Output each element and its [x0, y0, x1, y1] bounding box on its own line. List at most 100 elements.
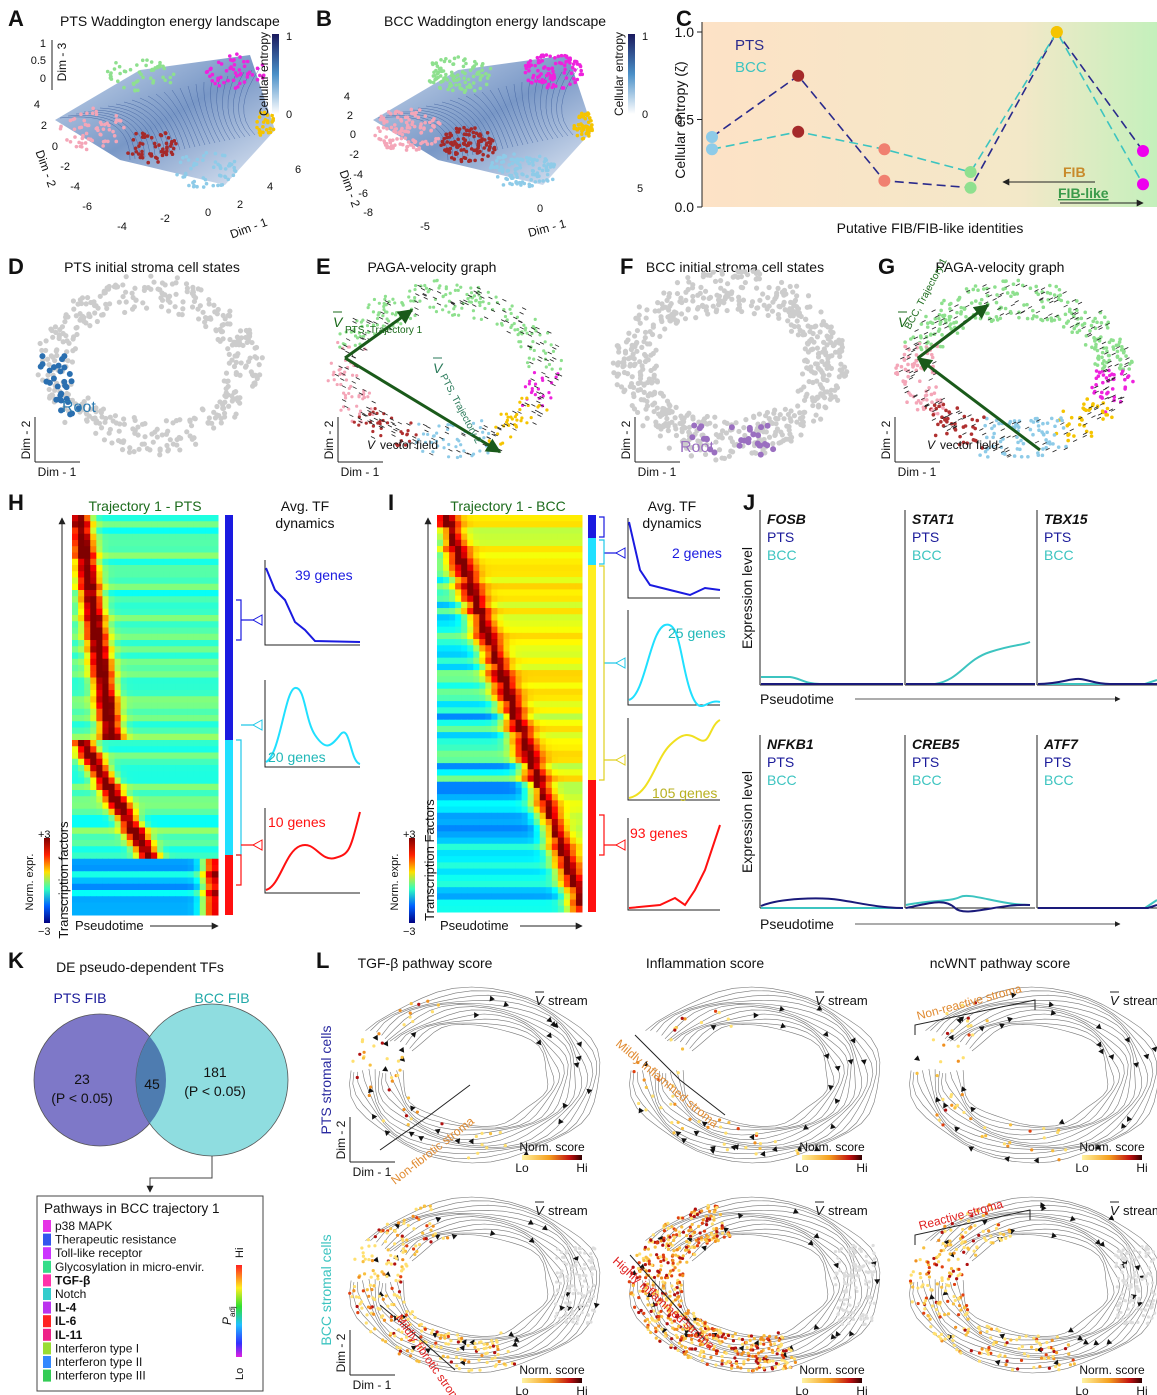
heatmap-cell [102, 533, 109, 541]
cell-dot [474, 298, 478, 302]
cell-dot [444, 292, 448, 297]
heatmap-cell [211, 696, 219, 703]
cell-dot [95, 126, 100, 130]
cell-dot [186, 158, 191, 162]
heatmap-cell [193, 796, 201, 803]
cell-dot [139, 421, 146, 427]
heatmap-cell [114, 771, 122, 778]
velocity-arrow [480, 296, 485, 299]
velocity-arrow [1039, 298, 1044, 301]
cell-dot [551, 165, 556, 169]
heatmap-cell [187, 796, 195, 803]
velocity-arrow [527, 345, 532, 348]
heatmap-cell [96, 596, 103, 603]
heatmap-cell [108, 521, 116, 528]
heatmap-cell [84, 640, 91, 647]
heatmap-cell [96, 633, 103, 641]
heatmap-cell [151, 883, 158, 891]
heatmap-cell [126, 865, 134, 872]
cell-dot [521, 172, 525, 177]
heatmap-cell [181, 565, 189, 572]
heatmap-cell [102, 577, 109, 585]
cell-dot [120, 282, 126, 288]
cell-dot [158, 60, 162, 65]
label: Root [62, 399, 96, 416]
cell-dot [80, 141, 84, 146]
heatmap-cell [205, 752, 213, 760]
heatmap-cell [108, 783, 116, 791]
cell-dot [372, 297, 377, 302]
cell-dot [395, 137, 399, 141]
heatmap-cell [90, 840, 97, 847]
cell-dot [895, 363, 900, 368]
cell-dot [87, 406, 94, 412]
cell-dot [517, 340, 521, 344]
cell-dot [371, 310, 376, 314]
heatmap-cell [102, 621, 109, 628]
cell-dot [730, 274, 736, 280]
cell-dot [548, 76, 553, 81]
heatmap-cell [78, 846, 85, 853]
velocity-arrow [449, 301, 455, 305]
cell-dot [223, 167, 228, 171]
velocity-arrow [373, 321, 378, 325]
cell-dot [255, 77, 260, 82]
cell-dot [69, 359, 76, 365]
heatmap-cell [205, 646, 213, 653]
velocity-arrow [533, 385, 539, 389]
heatmap-cell [84, 615, 91, 622]
cell-dot [509, 175, 513, 179]
cell-dot [937, 316, 941, 321]
cell-dot [1091, 402, 1095, 406]
cell-dot [651, 365, 658, 371]
heatmap-cell [211, 677, 219, 685]
cell-dot [1055, 418, 1060, 423]
cell-dot [673, 432, 680, 439]
velocity-arrow [908, 377, 914, 380]
cell-dot [494, 159, 499, 163]
heatmap-cell [151, 752, 158, 760]
heatmap-cell [211, 890, 219, 897]
heatmap-cell [187, 877, 195, 885]
cell-dot [232, 165, 237, 170]
cell-dot [91, 106, 95, 111]
cell-dot [470, 454, 474, 458]
cell-dot [677, 298, 683, 305]
heatmap-cell [132, 583, 140, 591]
cell-dot [704, 421, 710, 427]
mesh-line [91, 109, 151, 157]
heatmap-cell [199, 558, 207, 566]
heatmap-cell [169, 865, 176, 872]
cell-dot [129, 306, 136, 312]
heatmap-cell [114, 621, 122, 628]
heatmap-cell [181, 777, 189, 785]
cell-dot [331, 373, 335, 377]
root-cell [53, 396, 60, 403]
cell-dot [399, 430, 403, 434]
cell-dot [508, 181, 512, 186]
cell-dot [1067, 432, 1071, 437]
cell-dot [736, 294, 742, 300]
heatmap-cell [151, 765, 158, 772]
cell-dot [481, 300, 485, 304]
velocity-arrow [983, 301, 989, 305]
heatmap-cell [126, 771, 134, 778]
heatmap-cell [151, 715, 158, 722]
cell-dot [578, 115, 582, 120]
heatmap-cell [187, 852, 195, 860]
heatmap-cell [90, 727, 97, 735]
heatmap-cell [72, 658, 79, 666]
cell-dot [980, 446, 984, 450]
cell-dot [654, 405, 660, 411]
cell-dot [936, 422, 940, 427]
heatmap-cell [151, 777, 158, 785]
heatmap-cell [90, 846, 97, 853]
heatmap-cell [132, 733, 140, 741]
cell-dot [580, 123, 585, 128]
heatmap-cell [114, 715, 122, 722]
heatmap-cell [96, 902, 103, 910]
velocity-arrow [461, 433, 466, 437]
velocity-arrow [1081, 326, 1086, 329]
cell-dot [616, 345, 622, 351]
cell-dot [1064, 444, 1068, 449]
